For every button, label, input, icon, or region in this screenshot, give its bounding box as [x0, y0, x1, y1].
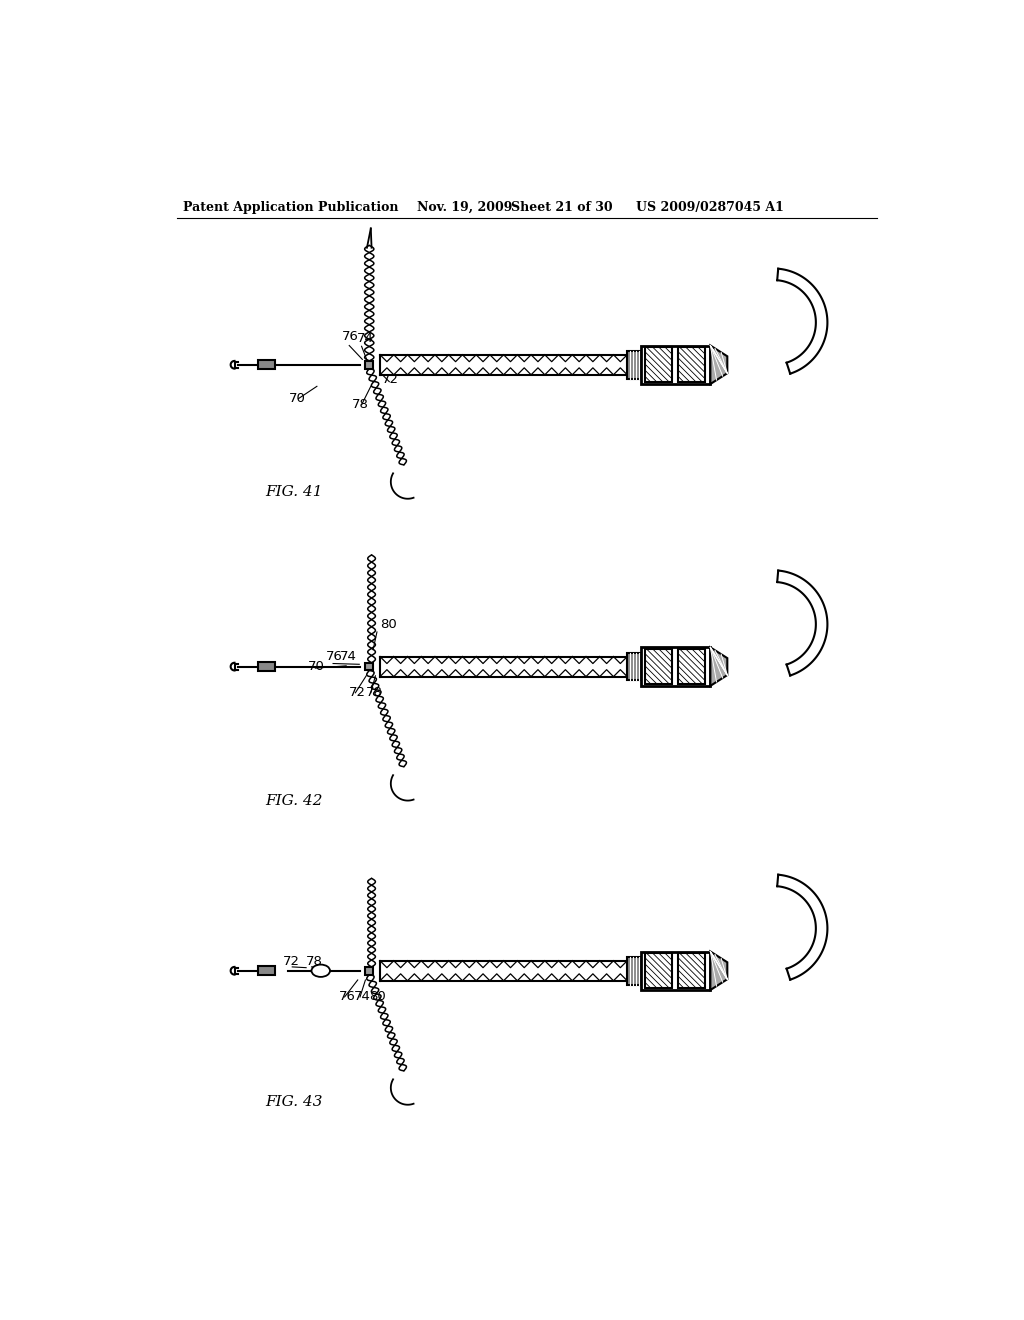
Text: 70: 70	[289, 392, 305, 405]
Bar	[641, 346, 711, 384]
Text: Patent Application Publication: Patent Application Publication	[183, 201, 398, 214]
Bar	[645, 953, 672, 989]
Text: 70: 70	[307, 660, 325, 673]
Text: US 2009/0287045 A1: US 2009/0287045 A1	[637, 201, 784, 214]
Bar	[641, 952, 711, 990]
Text: Nov. 19, 2009: Nov. 19, 2009	[417, 201, 512, 214]
Text: FIG. 42: FIG. 42	[265, 795, 323, 808]
Text: Sheet 21 of 30: Sheet 21 of 30	[511, 201, 612, 214]
Text: 74: 74	[354, 990, 371, 1003]
Text: 72: 72	[349, 686, 367, 698]
Text: 78: 78	[352, 397, 370, 411]
Bar	[678, 347, 705, 383]
Polygon shape	[711, 346, 727, 384]
Text: 80: 80	[370, 990, 386, 1003]
Text: 72: 72	[283, 954, 300, 968]
Bar	[678, 953, 705, 989]
Bar	[366, 360, 373, 368]
Text: 78: 78	[366, 686, 382, 698]
Polygon shape	[711, 647, 727, 686]
Bar	[645, 649, 672, 684]
Bar	[628, 653, 641, 681]
Bar	[628, 957, 641, 985]
Bar	[641, 647, 711, 686]
Text: 76: 76	[326, 651, 343, 664]
Text: 74: 74	[340, 651, 357, 664]
Bar	[366, 663, 373, 671]
Ellipse shape	[311, 965, 330, 977]
Polygon shape	[711, 952, 727, 990]
Bar	[645, 347, 672, 383]
Text: FIG. 41: FIG. 41	[265, 484, 323, 499]
Bar	[258, 663, 274, 671]
Bar	[628, 351, 641, 379]
Text: 78: 78	[306, 954, 323, 968]
Bar	[678, 649, 705, 684]
Text: 74: 74	[357, 331, 374, 345]
Text: 80: 80	[380, 618, 396, 631]
Bar	[366, 966, 373, 974]
Bar	[258, 966, 274, 975]
Text: FIG. 43: FIG. 43	[265, 1094, 323, 1109]
Text: 76: 76	[342, 330, 359, 343]
Bar	[258, 360, 274, 370]
Text: 76: 76	[339, 990, 355, 1003]
Text: 72: 72	[382, 374, 398, 387]
